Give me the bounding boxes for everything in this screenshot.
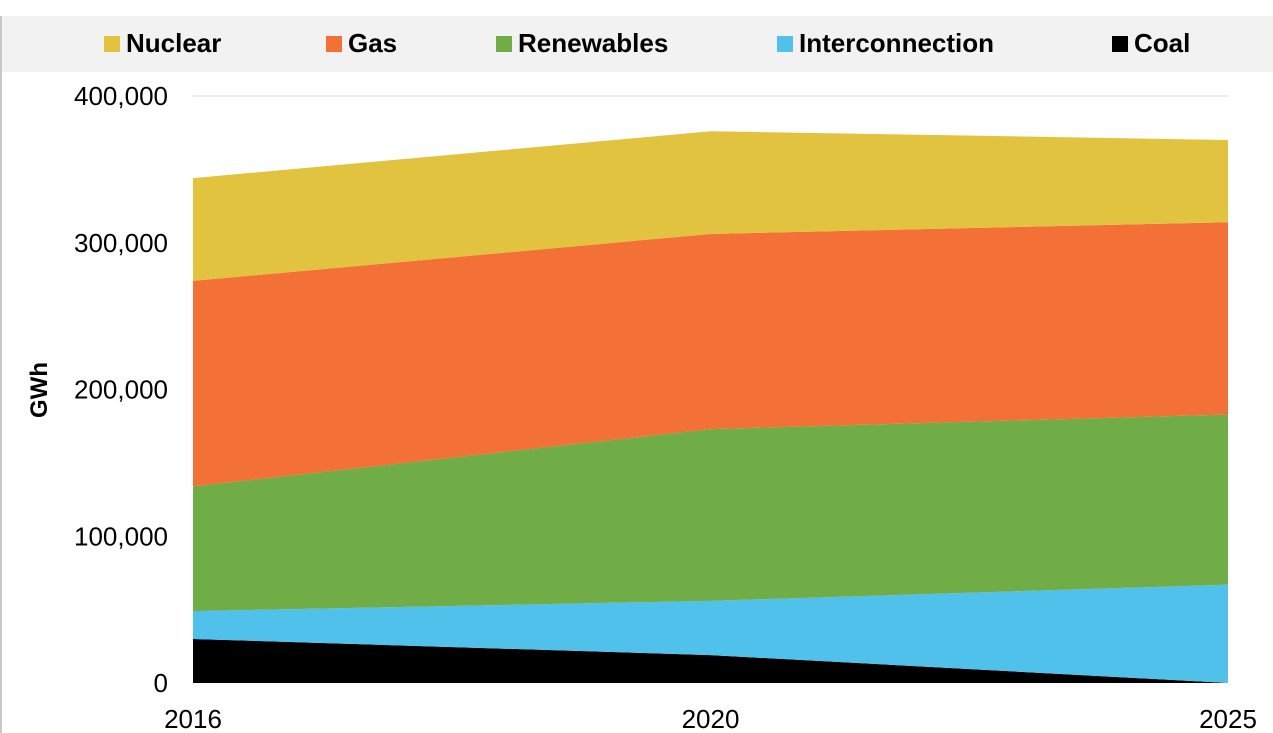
y-tick-label: 200,000 (74, 375, 168, 405)
y-tick-label: 0 (154, 668, 168, 698)
x-tick-label: 2025 (1199, 704, 1257, 733)
y-tick-label: 300,000 (74, 228, 168, 258)
x-tick-label: 2016 (164, 704, 222, 733)
x-tick-label: 2020 (682, 704, 740, 733)
y-axis-title: GWh (26, 362, 53, 418)
y-tick-label: 400,000 (74, 81, 168, 111)
y-tick-label: 100,000 (74, 521, 168, 551)
